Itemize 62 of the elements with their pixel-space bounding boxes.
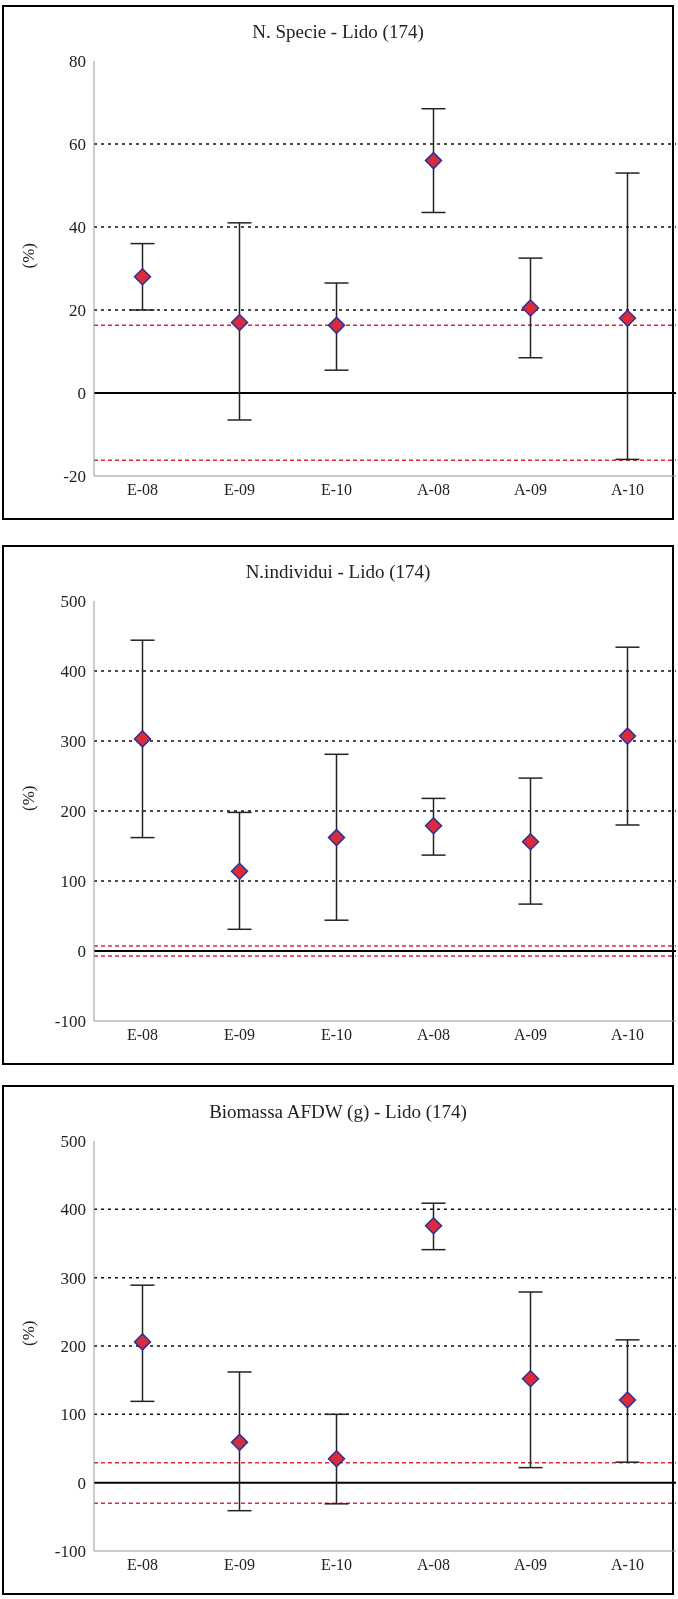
chart-title: Biomassa AFDW (g) - Lido (174) [208,1101,468,1124]
x-tick-label: A-10 [611,1556,644,1574]
point [521,1370,540,1388]
x-tick-label: E-08 [126,1556,159,1574]
y-tick-label: 100 [60,872,86,892]
y-tick-label: 60 [69,135,86,155]
y-tick-label: 200 [60,1337,86,1357]
x-tick-label: E-08 [126,1026,159,1044]
point [230,862,249,880]
y-tick-label: 100 [60,1405,86,1425]
y-tick-label: 20 [69,301,86,321]
y-tick-label: 200 [60,802,86,822]
y-tick-label: 0 [77,384,86,404]
y-tick-label: -100 [54,1542,86,1562]
x-tick-label: E-09 [223,1026,256,1044]
point [327,828,346,847]
point [133,1333,152,1351]
point [424,151,443,170]
point [327,1450,346,1468]
y-tick-label: 500 [60,592,86,612]
point [618,727,637,745]
chart-title: N.individui - Lido (174) [244,561,432,584]
point [618,309,637,328]
y-tick-label: -20 [63,467,86,487]
y-tick-label: 80 [69,52,86,72]
y-tick-label: 0 [77,942,86,962]
x-tick-label: A-09 [514,1026,547,1044]
y-tick-label: -100 [54,1012,86,1032]
point [521,299,540,317]
x-tick-label: E-08 [126,481,159,499]
y-axis-title: (%) [19,243,39,269]
y-tick-label: 400 [60,662,86,682]
point [618,1391,637,1409]
x-tick-label: E-10 [320,1556,353,1574]
point [424,816,443,835]
x-tick-label: A-09 [514,481,547,499]
y-tick-label: 40 [69,218,86,238]
point [230,313,249,332]
x-tick-label: A-08 [417,1026,450,1044]
x-tick-label: E-10 [320,481,353,499]
y-tick-label: 500 [60,1132,86,1152]
y-tick-label: 300 [60,1268,86,1288]
y-axis-title: (%) [19,1320,39,1346]
y-tick-label: 300 [60,732,86,752]
chart-title: N. Specie - Lido (174) [251,21,425,44]
point [133,730,152,748]
x-tick-label: A-08 [417,1556,450,1574]
x-tick-label: E-09 [223,481,256,499]
x-tick-label: A-10 [611,481,644,499]
y-tick-label: 400 [60,1200,86,1220]
point [521,833,540,851]
point [133,268,152,286]
point [327,316,346,335]
point [424,1216,443,1235]
x-tick-label: A-08 [417,481,450,499]
x-tick-label: E-09 [223,1556,256,1574]
y-tick-label: 0 [77,1473,86,1493]
point [230,1433,249,1452]
x-tick-label: E-10 [320,1026,353,1044]
x-tick-label: A-09 [514,1556,547,1574]
y-axis-title: (%) [19,785,39,811]
x-tick-label: A-10 [611,1026,644,1044]
